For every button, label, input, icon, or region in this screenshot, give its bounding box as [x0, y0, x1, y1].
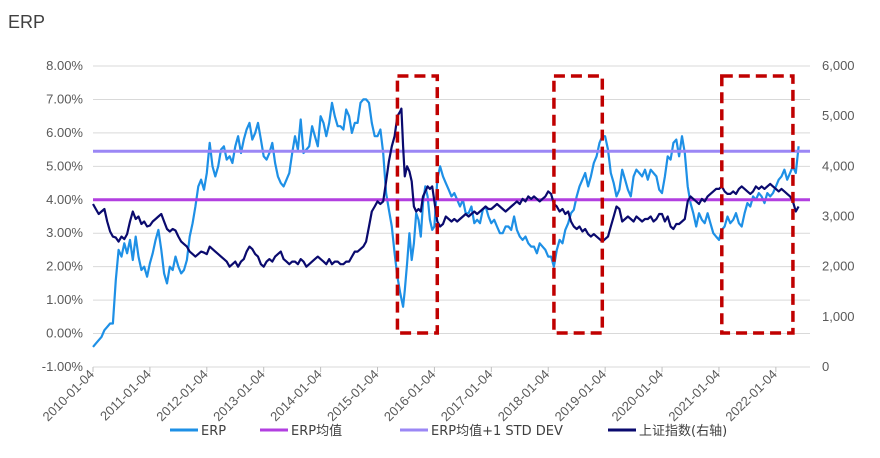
x-tick-label: 2018-01-04: [495, 367, 553, 425]
x-tick-label: 2012-01-04: [153, 367, 211, 425]
x-tick-label: 2016-01-04: [381, 367, 439, 425]
legend-label: 上证指数(右轴): [639, 424, 727, 439]
y-left-tick-label: 4.00%: [46, 192, 83, 207]
y-left-tick-label: 0.00%: [46, 326, 83, 341]
highlight-box: [552, 74, 605, 335]
x-tick-label: 2021-01-04: [665, 367, 723, 425]
y-right-tick-label: 4,000: [822, 158, 855, 173]
x-axis: 2010-01-04 2011-01-04 2012-01-04 2013-01-04…: [39, 367, 779, 425]
legend-label: ERP: [201, 424, 226, 439]
y-left-tick-label: 6.00%: [46, 125, 83, 140]
y-left-tick-label: 2.00%: [46, 259, 83, 274]
chart-title: ERP: [8, 12, 45, 32]
x-tick-label: 2020-01-04: [609, 367, 667, 425]
y-left-axis: -1.00% 0.00% 1.00% 2.00% 3.00% 4.00% 5.00% 6.00…: [42, 58, 84, 374]
highlight-boxes: [395, 74, 795, 335]
y-right-tick-label: 0: [822, 359, 829, 374]
highlight-box: [395, 74, 440, 335]
x-tick-label: 2019-01-04: [552, 367, 610, 425]
y-left-tick-label: 5.00%: [46, 158, 83, 173]
x-tick-label: 2017-01-04: [438, 367, 496, 425]
series-group: [92, 98, 810, 348]
gridlines: [93, 65, 810, 368]
x-tick-label: 2011-01-04: [97, 367, 154, 424]
series-line-3: [92, 107, 800, 268]
y-right-tick-label: 5,000: [822, 108, 855, 123]
x-tick-label: 2010-01-04: [39, 367, 97, 425]
y-left-tick-label: 8.00%: [46, 58, 83, 73]
y-left-tick-label: -1.00%: [42, 359, 84, 374]
y-right-tick-label: 6,000: [822, 58, 855, 73]
x-tick-label: 2015-01-04: [324, 367, 382, 425]
legend-label: ERP均值+1 STD DEV: [431, 423, 563, 439]
y-left-tick-label: 3.00%: [46, 225, 83, 240]
legend: ERP ERP均值 ERP均值+1 STD DEV 上证指数(右轴): [170, 423, 727, 439]
x-tick-label: 2014-01-04: [267, 367, 325, 425]
y-left-tick-label: 7.00%: [46, 91, 83, 106]
y-left-tick-label: 1.00%: [46, 292, 83, 307]
y-right-tick-label: 1,000: [822, 309, 855, 324]
legend-label: ERP均值: [291, 423, 342, 439]
series-line-0: [92, 98, 800, 348]
y-right-tick-label: 2,000: [822, 259, 855, 274]
y-right-tick-label: 3,000: [822, 209, 855, 224]
x-tick-label: 2013-01-04: [210, 367, 268, 425]
highlight-box: [720, 74, 795, 335]
x-tick-label: 2022-01-04: [722, 367, 780, 425]
y-right-axis: 0 1,000 2,000 3,000 4,000 5,000 6,000: [822, 58, 855, 374]
